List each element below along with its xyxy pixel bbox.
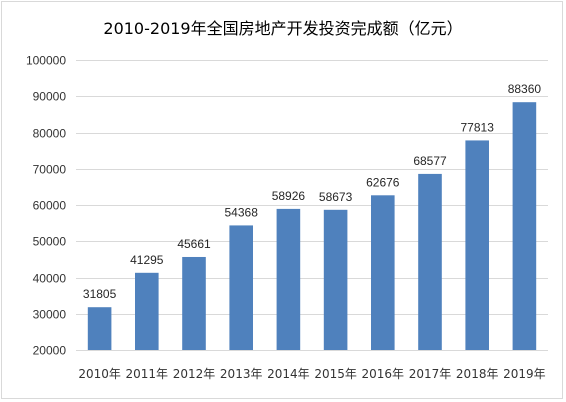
x-tick-label: 2016年 <box>362 367 405 381</box>
x-tick-label: 2013年 <box>220 367 263 381</box>
bar <box>229 225 253 350</box>
y-axis: 20000 30000 40000 50000 60000 70000 80000 90000… <box>26 54 66 358</box>
x-tick-label: 2011年 <box>126 367 169 381</box>
chart-title: 2010-2019年全国房地产开发投资完成额（亿元） <box>103 19 463 38</box>
bar <box>371 195 395 350</box>
data-labels: 31805 41295 45661 54368 58926 58673 62676 68577… <box>83 82 541 301</box>
x-tick-label: 2019年 <box>503 367 546 381</box>
bar <box>323 209 348 350</box>
y-tick-label: 20000 <box>33 344 67 358</box>
data-label: 58926 <box>272 189 306 203</box>
bar <box>465 140 489 350</box>
bar <box>87 307 112 350</box>
x-tick-label: 2015年 <box>314 367 357 381</box>
y-tick-label: 70000 <box>33 163 67 177</box>
y-tick-label: 100000 <box>26 54 66 68</box>
y-tick-label: 60000 <box>33 199 67 213</box>
y-tick-label: 90000 <box>33 90 67 104</box>
y-tick-label: 50000 <box>33 235 67 249</box>
data-label: 31805 <box>83 287 117 301</box>
x-tick-label: 2017年 <box>409 367 452 381</box>
x-tick-label: 2010年 <box>78 367 121 381</box>
x-tick-label: 2014年 <box>267 367 310 381</box>
data-label: 62676 <box>366 175 400 189</box>
data-label: 68577 <box>413 154 447 168</box>
data-label: 41295 <box>130 253 164 267</box>
data-label: 54368 <box>225 205 259 219</box>
y-tick-label: 30000 <box>33 308 67 322</box>
bar <box>135 272 159 350</box>
y-tick-label: 40000 <box>33 272 67 286</box>
bars <box>87 102 537 350</box>
data-label: 45661 <box>177 237 211 251</box>
bar <box>512 102 537 350</box>
bar <box>182 256 206 350</box>
x-tick-label: 2018年 <box>456 367 499 381</box>
data-label: 58673 <box>319 190 353 204</box>
bar <box>418 173 442 350</box>
y-tick-label: 80000 <box>33 127 67 141</box>
data-label: 77813 <box>461 120 495 134</box>
bar <box>276 208 301 350</box>
data-label: 88360 <box>508 82 542 96</box>
x-tick-label: 2012年 <box>173 367 216 381</box>
x-axis: 2010年 2011年 2012年 2013年 2014年 2015年 2016年 2017年… <box>78 367 545 381</box>
